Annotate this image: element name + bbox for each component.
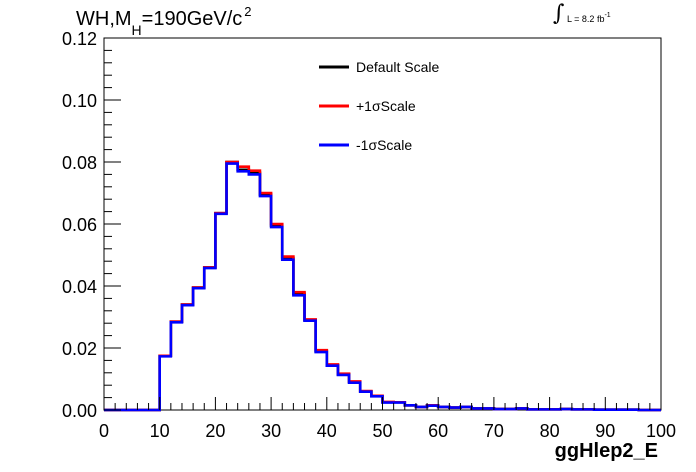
y-tick-label: 0.06 xyxy=(62,215,97,235)
plot-frame xyxy=(103,37,662,411)
x-tick-label: 40 xyxy=(317,421,337,441)
legend-label-minus-sigma: -1σScale xyxy=(356,137,413,153)
legend-lines xyxy=(319,65,349,147)
x-tick-label: 20 xyxy=(205,421,225,441)
integral-symbol: ∫ xyxy=(553,1,565,26)
x-axis-label: ggHlep2_E xyxy=(554,440,658,462)
x-tick-label: 90 xyxy=(595,421,615,441)
luminosity-superscript: -1 xyxy=(604,12,611,19)
x-tick-label: 30 xyxy=(261,421,281,441)
x-tick-label: 100 xyxy=(646,421,676,441)
legend-label-plus-sigma: +1σScale xyxy=(356,98,416,114)
x-tick-label: 50 xyxy=(372,421,392,441)
series-line-1 xyxy=(104,160,661,412)
title-rest: =190GeV/c xyxy=(141,8,243,30)
plot-area-border xyxy=(103,37,662,411)
luminosity-label: ∫ L = 8.2 fb-1 xyxy=(553,1,611,26)
series-line-2 xyxy=(104,162,661,412)
y-tick-label: 0.04 xyxy=(62,277,97,297)
title-superscript: 2 xyxy=(244,4,252,19)
y-tick-label: 0.10 xyxy=(62,91,97,111)
y-tick-label: 0.02 xyxy=(62,339,97,359)
y-tick-label: 0.00 xyxy=(62,401,97,421)
luminosity-text: L = 8.2 fb xyxy=(567,14,605,24)
legend-label-default: Default Scale xyxy=(356,59,440,75)
series-line-0 xyxy=(104,160,661,412)
x-tick-label: 80 xyxy=(540,421,560,441)
title-main: WH,M xyxy=(76,8,132,30)
chart-title: WH,MH=190GeV/c 2 xyxy=(76,4,252,38)
y-tick-label: 0.12 xyxy=(62,29,97,49)
axes: 0 10 20 30 40 50 60 70 80 90 100 0.00 0.02 0.04 0.06 0.… xyxy=(62,29,676,441)
y-tick-label: 0.08 xyxy=(62,153,97,173)
title-subscript: H xyxy=(131,22,142,38)
x-tick-label: 10 xyxy=(150,421,170,441)
x-tick-label: 0 xyxy=(99,421,109,441)
x-tick-label: 60 xyxy=(428,421,448,441)
series-layer xyxy=(104,160,661,412)
x-tick-label: 70 xyxy=(484,421,504,441)
